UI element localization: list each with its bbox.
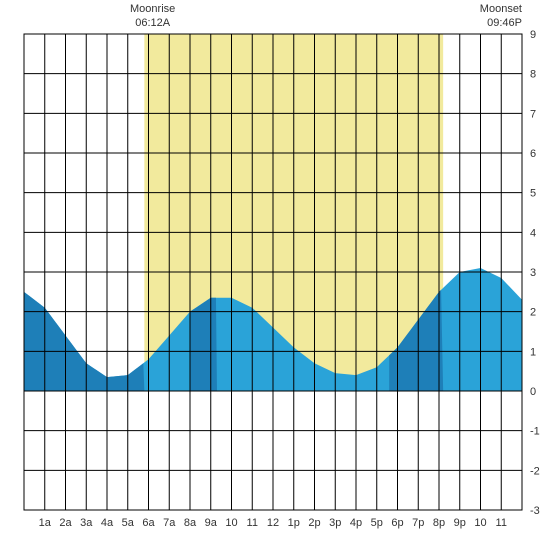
chart-svg: -3-2-101234567891a2a3a4a5a6a7a8a9a101112… xyxy=(0,0,550,550)
y-tick-label: 8 xyxy=(530,69,536,81)
tide-chart: -3-2-101234567891a2a3a4a5a6a7a8a9a101112… xyxy=(0,0,550,550)
y-tick-label: 1 xyxy=(530,346,536,358)
x-tick-label: 12 xyxy=(267,517,279,529)
x-tick-label: 9a xyxy=(205,517,218,529)
x-tick-label: 4p xyxy=(350,517,362,529)
x-tick-label: 2a xyxy=(59,517,72,529)
moonrise-label: Moonrise xyxy=(130,3,175,15)
y-tick-label: 7 xyxy=(530,108,536,120)
y-tick-label: 2 xyxy=(530,307,536,319)
x-tick-label: 7a xyxy=(163,517,176,529)
y-tick-label: 0 xyxy=(530,386,536,398)
x-tick-label: 8p xyxy=(433,517,445,529)
moonset-label: Moonset xyxy=(480,3,522,15)
y-tick-label: 6 xyxy=(530,148,536,160)
x-tick-label: 11 xyxy=(496,517,507,529)
x-tick-label: 3p xyxy=(329,517,341,529)
y-tick-label: 9 xyxy=(530,29,536,41)
x-tick-label: 8a xyxy=(184,517,197,529)
x-tick-label: 1p xyxy=(288,517,300,529)
x-tick-label: 11 xyxy=(247,517,258,529)
x-tick-label: 5p xyxy=(371,517,383,529)
x-tick-label: 1a xyxy=(39,517,52,529)
x-tick-label: 4a xyxy=(101,517,114,529)
moonrise-time: 06:12A xyxy=(135,17,171,29)
y-tick-label: -3 xyxy=(530,505,540,517)
y-tick-label: -2 xyxy=(530,465,540,477)
y-tick-label: 5 xyxy=(530,188,536,200)
y-tick-label: 3 xyxy=(530,267,536,279)
x-tick-label: 10 xyxy=(474,517,486,529)
x-tick-label: 5a xyxy=(122,517,135,529)
tide-dark-segment-0 xyxy=(24,292,144,391)
y-tick-label: 4 xyxy=(530,227,536,239)
moonset-time: 09:46P xyxy=(487,17,522,29)
x-tick-label: 6p xyxy=(391,517,403,529)
x-tick-label: 7p xyxy=(412,517,424,529)
x-tick-label: 3a xyxy=(80,517,93,529)
x-tick-label: 10 xyxy=(225,517,237,529)
x-tick-label: 6a xyxy=(142,517,155,529)
y-tick-label: -1 xyxy=(530,426,540,438)
x-tick-label: 9p xyxy=(454,517,466,529)
x-tick-label: 2p xyxy=(308,517,320,529)
